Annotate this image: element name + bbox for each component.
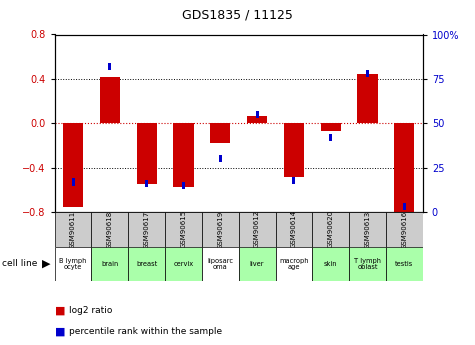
Text: brain: brain [101, 261, 118, 267]
Bar [63, 124, 83, 207]
Bar [145, 180, 148, 187]
Text: GSM90611: GSM90611 [70, 210, 76, 248]
Bar [128, 247, 165, 281]
Bar [210, 124, 230, 143]
Bar [284, 124, 304, 177]
Text: percentile rank within the sample: percentile rank within the sample [69, 327, 222, 336]
Bar [313, 212, 349, 247]
Bar [394, 124, 415, 212]
Bar [91, 212, 128, 247]
Text: GSM90612: GSM90612 [254, 210, 260, 248]
Bar [247, 116, 267, 124]
Text: ■: ■ [55, 326, 65, 336]
Text: ■: ■ [55, 306, 65, 315]
Bar [276, 247, 313, 281]
Text: breast: breast [136, 261, 157, 267]
Bar [313, 247, 349, 281]
Text: GSM90616: GSM90616 [401, 210, 408, 248]
Text: GDS1835 / 11125: GDS1835 / 11125 [182, 9, 293, 22]
Bar [276, 212, 313, 247]
Bar [219, 155, 222, 162]
Bar [357, 75, 378, 124]
Bar [238, 247, 276, 281]
Text: T lymph
oblast: T lymph oblast [354, 258, 381, 270]
Bar [349, 247, 386, 281]
Bar [321, 124, 341, 131]
Text: GSM90618: GSM90618 [107, 210, 113, 248]
Text: GSM90620: GSM90620 [328, 210, 334, 248]
Text: ▶: ▶ [42, 259, 51, 269]
Bar [108, 63, 111, 70]
Bar [256, 111, 258, 118]
Bar [182, 182, 185, 189]
Bar [55, 247, 91, 281]
Bar [91, 247, 128, 281]
Bar [386, 212, 423, 247]
Bar [238, 212, 276, 247]
Text: GSM90617: GSM90617 [143, 210, 150, 248]
Bar [349, 212, 386, 247]
Bar [55, 212, 91, 247]
Text: macroph
age: macroph age [279, 258, 309, 270]
Text: testis: testis [395, 261, 413, 267]
Bar [165, 212, 202, 247]
Bar [329, 134, 332, 141]
Text: skin: skin [324, 261, 337, 267]
Text: GSM90614: GSM90614 [291, 210, 297, 248]
Text: B lymph
ocyte: B lymph ocyte [59, 258, 87, 270]
Bar [202, 247, 238, 281]
Bar [173, 124, 194, 187]
Bar [165, 247, 202, 281]
Text: liposarc
oma: liposarc oma [207, 258, 233, 270]
Bar [293, 177, 295, 184]
Text: log2 ratio: log2 ratio [69, 306, 112, 315]
Bar [128, 212, 165, 247]
Bar [403, 203, 406, 210]
Bar [100, 77, 120, 124]
Bar [366, 70, 369, 77]
Bar [72, 178, 75, 186]
Text: GSM90613: GSM90613 [364, 210, 370, 248]
Text: cervix: cervix [173, 261, 193, 267]
Bar [136, 124, 157, 185]
Text: GSM90615: GSM90615 [180, 210, 187, 248]
Text: cell line: cell line [2, 259, 38, 268]
Text: liver: liver [250, 261, 265, 267]
Bar [202, 212, 238, 247]
Text: GSM90619: GSM90619 [217, 210, 223, 248]
Bar [386, 247, 423, 281]
